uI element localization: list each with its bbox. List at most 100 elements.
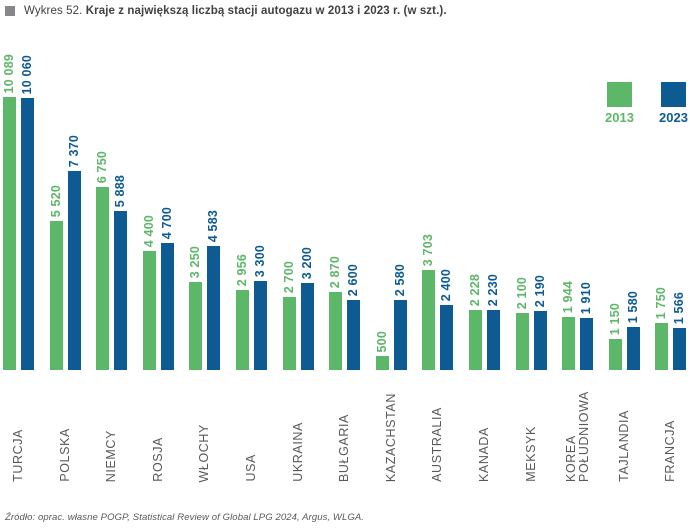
bar-2013 [189, 282, 203, 370]
value-label-2013: 500 [374, 330, 389, 352]
bar-2023 [440, 305, 454, 370]
bar-2013 [655, 323, 669, 370]
bar-2023 [300, 283, 314, 370]
bar-2023 [207, 246, 221, 370]
bar-group: 2 956 3 300 [233, 40, 280, 370]
value-label-2023: 10 060 [20, 54, 34, 94]
bar-2023 [347, 300, 361, 370]
value-label-2023: 2 600 [346, 263, 361, 296]
bar-group: 2 100 2 190 [513, 40, 560, 370]
bar-group: 2 870 2 600 [326, 40, 373, 370]
bar-2023 [393, 300, 407, 370]
bar-2023 [254, 281, 267, 370]
value-label-2023: 2 400 [439, 268, 454, 301]
chart-area: 10 089 10 060 5 520 7 370 6 750 5 888 4 400 4 7… [0, 40, 690, 370]
bar-2023 [67, 171, 81, 370]
category-label: KANADA [477, 426, 491, 482]
bar-group: 1 150 1 580 [606, 40, 653, 370]
value-label-2023: 2 230 [486, 273, 500, 306]
bar-2013 [282, 297, 296, 370]
value-label-2013: 10 089 [2, 53, 16, 93]
category-label: TAJLANDIA [616, 410, 631, 482]
bar-2013 [49, 221, 63, 370]
legend: 2013 2023 [603, 82, 690, 125]
bar-2023 [21, 98, 34, 370]
value-label-2013: 4 400 [141, 214, 156, 247]
title-text: Wykres 52. Kraje z największą liczbą sta… [24, 4, 447, 19]
bar-2023 [673, 328, 687, 370]
category-label: USA [244, 454, 258, 482]
bar-2013 [96, 187, 110, 370]
bar-2013 [142, 251, 156, 370]
bar-group: 10 089 10 060 [0, 40, 47, 370]
bar-2023 [114, 211, 128, 370]
value-label-2023: 4 583 [206, 209, 221, 242]
value-label-2013: 1 150 [607, 302, 622, 335]
value-label-2013: 3 250 [188, 245, 203, 278]
bar-group: 5 520 7 370 [47, 40, 94, 370]
category-label: NIEMCY [104, 429, 119, 482]
value-label-2013: 5 520 [48, 184, 63, 217]
bar-group: 3 703 2 400 [419, 40, 466, 370]
category-label: KAZACHSTAN [383, 392, 398, 482]
bar-2013 [469, 310, 482, 370]
bar-2023 [580, 318, 594, 370]
bar-2023 [533, 311, 547, 370]
value-label-2023: 7 370 [66, 134, 81, 167]
category-label: ROSJA [150, 437, 165, 482]
legend-item-2023: 2023 [657, 82, 690, 125]
value-label-2013: 1 750 [654, 286, 669, 319]
value-label-2023: 1 580 [625, 290, 640, 323]
category-label: AUSTRALIA [430, 407, 445, 482]
source-note: Źródło: oprac. własne POGP, Statistical … [5, 512, 365, 523]
legend-swatch-2013 [607, 82, 632, 107]
value-label-2013: 2 956 [235, 253, 249, 286]
value-label-2013: 2 228 [468, 273, 482, 306]
title-main: Kraje z największą liczbą stacji autogaz… [85, 5, 447, 17]
bar-2023 [160, 243, 174, 370]
bar-2013 [329, 292, 343, 370]
title-bullet-icon [5, 6, 15, 16]
value-label-2023: 4 700 [159, 206, 174, 239]
bar-group: 1 944 1 910 [559, 40, 606, 370]
bar-2013 [3, 97, 16, 370]
value-label-2013: 2 870 [328, 255, 343, 288]
value-label-2023: 3 300 [253, 244, 267, 277]
bar-group: 1 750 1 566 [652, 40, 690, 370]
legend-label-2023: 2023 [659, 110, 688, 125]
value-label-2013: 1 944 [561, 280, 576, 313]
bar-2013 [608, 339, 622, 370]
value-label-2013: 2 700 [281, 260, 296, 293]
legend-label-2013: 2013 [605, 110, 634, 125]
bar-group: 6 750 5 888 [93, 40, 140, 370]
bar-2013 [375, 356, 389, 370]
value-label-2023: 3 200 [299, 246, 314, 279]
bar-2023 [626, 327, 640, 370]
figure-title: Wykres 52. Kraje z największą liczbą sta… [5, 4, 447, 19]
value-label-2023: 1 566 [672, 291, 687, 324]
value-label-2013: 6 750 [95, 150, 110, 183]
category-label: TURCJA [11, 429, 25, 482]
value-label-2023: 2 580 [392, 263, 407, 296]
category-label: MEKSYK [523, 426, 538, 482]
bar-2013 [562, 317, 576, 370]
bar-group: 2 228 2 230 [466, 40, 513, 370]
value-label-2023: 2 190 [532, 274, 547, 307]
category-label: WŁOCHY [197, 423, 212, 482]
bar-2023 [487, 310, 500, 370]
bar-group: 3 250 4 583 [186, 40, 233, 370]
legend-item-2013: 2013 [603, 82, 636, 125]
category-label: FRANCJA [663, 420, 678, 482]
value-label-2023: 1 910 [579, 281, 594, 314]
category-label: POLSKA [57, 428, 72, 482]
bar-group: 2 700 3 200 [280, 40, 327, 370]
category-label: BUŁGARIA [337, 413, 352, 482]
bar-2013 [236, 290, 249, 370]
bar-2013 [515, 313, 529, 370]
category-labels: TURCJA POLSKA NIEMCY ROSJA WŁOCHY USA UKRAINA B… [0, 370, 690, 486]
value-label-2013: 2 100 [514, 276, 529, 309]
category-label: UKRAINA [290, 422, 305, 482]
bar-group: 500 2 580 [373, 40, 420, 370]
value-label-2013: 3 703 [421, 233, 436, 266]
